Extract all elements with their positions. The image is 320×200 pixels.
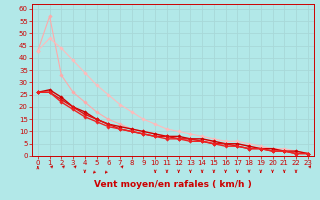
X-axis label: Vent moyen/en rafales ( km/h ): Vent moyen/en rafales ( km/h ) [94,180,252,189]
